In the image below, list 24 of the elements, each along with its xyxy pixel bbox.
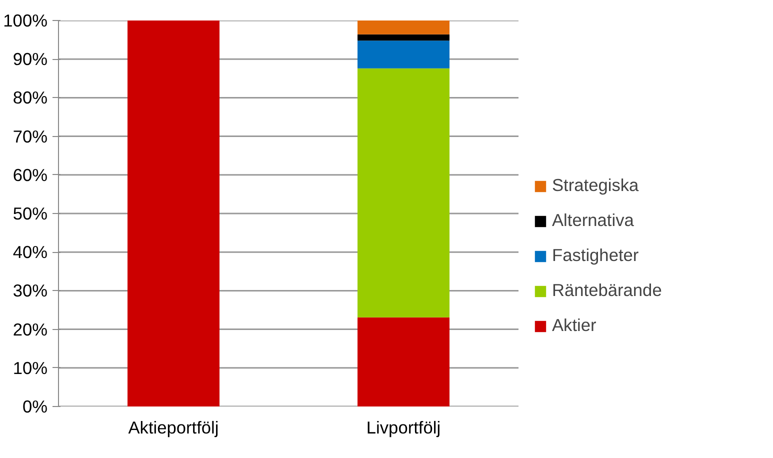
y-tick-label: 50% [12, 204, 48, 224]
legend-label: Aktier [552, 315, 596, 336]
legend-label: Alternativa [552, 210, 634, 231]
y-tick-label: 20% [12, 319, 48, 340]
legend-label: Fastigheter [552, 245, 639, 266]
y-tick-label: 40% [12, 242, 48, 262]
y-tick-label: 60% [12, 164, 48, 185]
y-tick-label: 10% [12, 358, 48, 378]
bar [358, 317, 450, 406]
bar [358, 40, 450, 68]
legend-label: Strategiska [552, 175, 639, 196]
bar [358, 68, 450, 318]
y-tick-label: 90% [12, 49, 48, 70]
x-tick-label: Aktieportfölj [128, 418, 219, 438]
legend-label: Räntebärande [552, 280, 662, 301]
y-tick-label: 0% [22, 396, 48, 416]
x-tick-label: Livportfölj [366, 418, 441, 438]
y-tick-label: 30% [12, 280, 48, 301]
bar [358, 20, 450, 34]
y-tick-label: 100% [3, 10, 48, 30]
y-tick-label: 80% [12, 88, 48, 108]
bar [358, 34, 450, 41]
bar [128, 20, 220, 406]
y-tick-label: 70% [12, 126, 48, 146]
